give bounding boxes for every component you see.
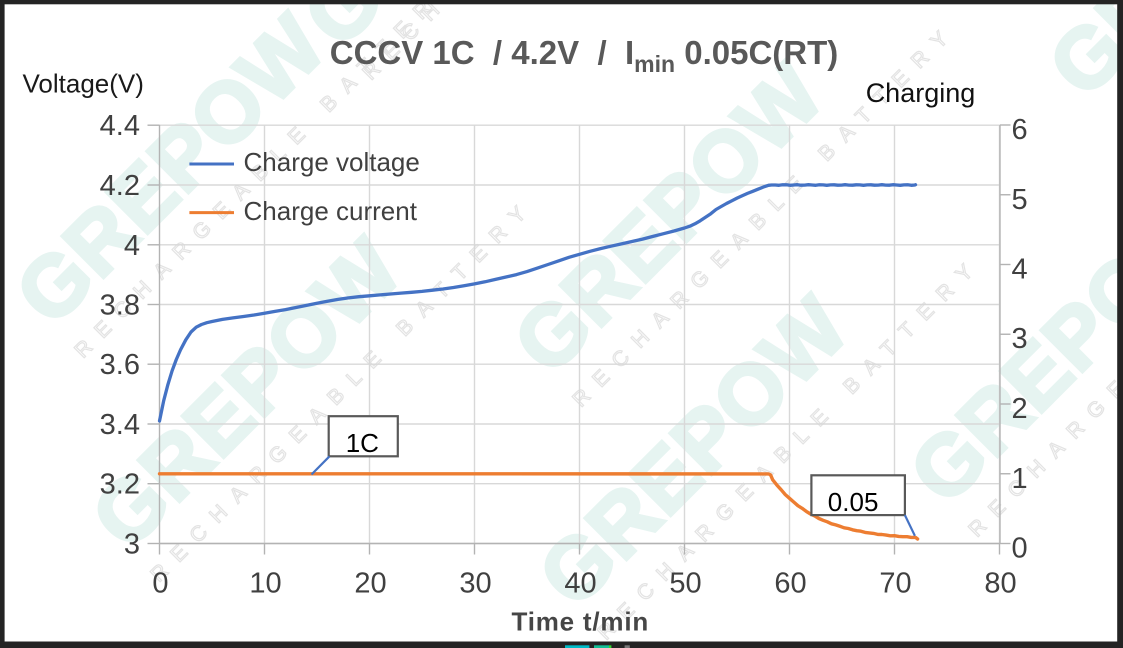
svg-text:1: 1 bbox=[1012, 463, 1028, 495]
svg-text:3: 3 bbox=[124, 529, 140, 561]
svg-text:6: 6 bbox=[1012, 114, 1028, 146]
svg-text:Charge current: Charge current bbox=[244, 196, 418, 226]
svg-text:4: 4 bbox=[124, 230, 140, 262]
svg-text:3.2: 3.2 bbox=[100, 469, 140, 501]
svg-text:10: 10 bbox=[249, 568, 281, 600]
svg-text:3.6: 3.6 bbox=[100, 349, 140, 381]
svg-text:Charging: Charging bbox=[866, 78, 976, 108]
svg-text:5: 5 bbox=[1012, 184, 1028, 216]
svg-text:70: 70 bbox=[879, 568, 911, 600]
svg-text:4.2: 4.2 bbox=[100, 170, 140, 202]
svg-text:0: 0 bbox=[152, 568, 168, 600]
svg-text:1C: 1C bbox=[346, 428, 379, 458]
svg-text:3.8: 3.8 bbox=[100, 290, 140, 322]
svg-text:20: 20 bbox=[354, 568, 386, 600]
svg-text:80: 80 bbox=[984, 568, 1016, 600]
svg-text:4: 4 bbox=[1012, 254, 1028, 286]
svg-text:CCCV 1C / 4.2V / Imin 0.05C: CCCV 1C / 4.2V / Imin 0.05C(RT) bbox=[330, 34, 839, 77]
svg-text:50: 50 bbox=[669, 568, 701, 600]
svg-text:60: 60 bbox=[774, 568, 806, 600]
svg-text:Charge voltage: Charge voltage bbox=[244, 147, 420, 177]
svg-text:3.4: 3.4 bbox=[100, 409, 140, 441]
svg-text:0.05: 0.05 bbox=[828, 487, 879, 517]
svg-text:0: 0 bbox=[1012, 533, 1028, 565]
svg-text:Time t/min: Time t/min bbox=[512, 607, 650, 637]
svg-text:Voltage(V): Voltage(V) bbox=[23, 68, 144, 98]
svg-text:4.4: 4.4 bbox=[100, 110, 140, 142]
svg-text:3: 3 bbox=[1012, 323, 1028, 355]
svg-text:30: 30 bbox=[459, 568, 491, 600]
svg-text:2: 2 bbox=[1012, 393, 1028, 425]
svg-text:40: 40 bbox=[564, 568, 596, 600]
